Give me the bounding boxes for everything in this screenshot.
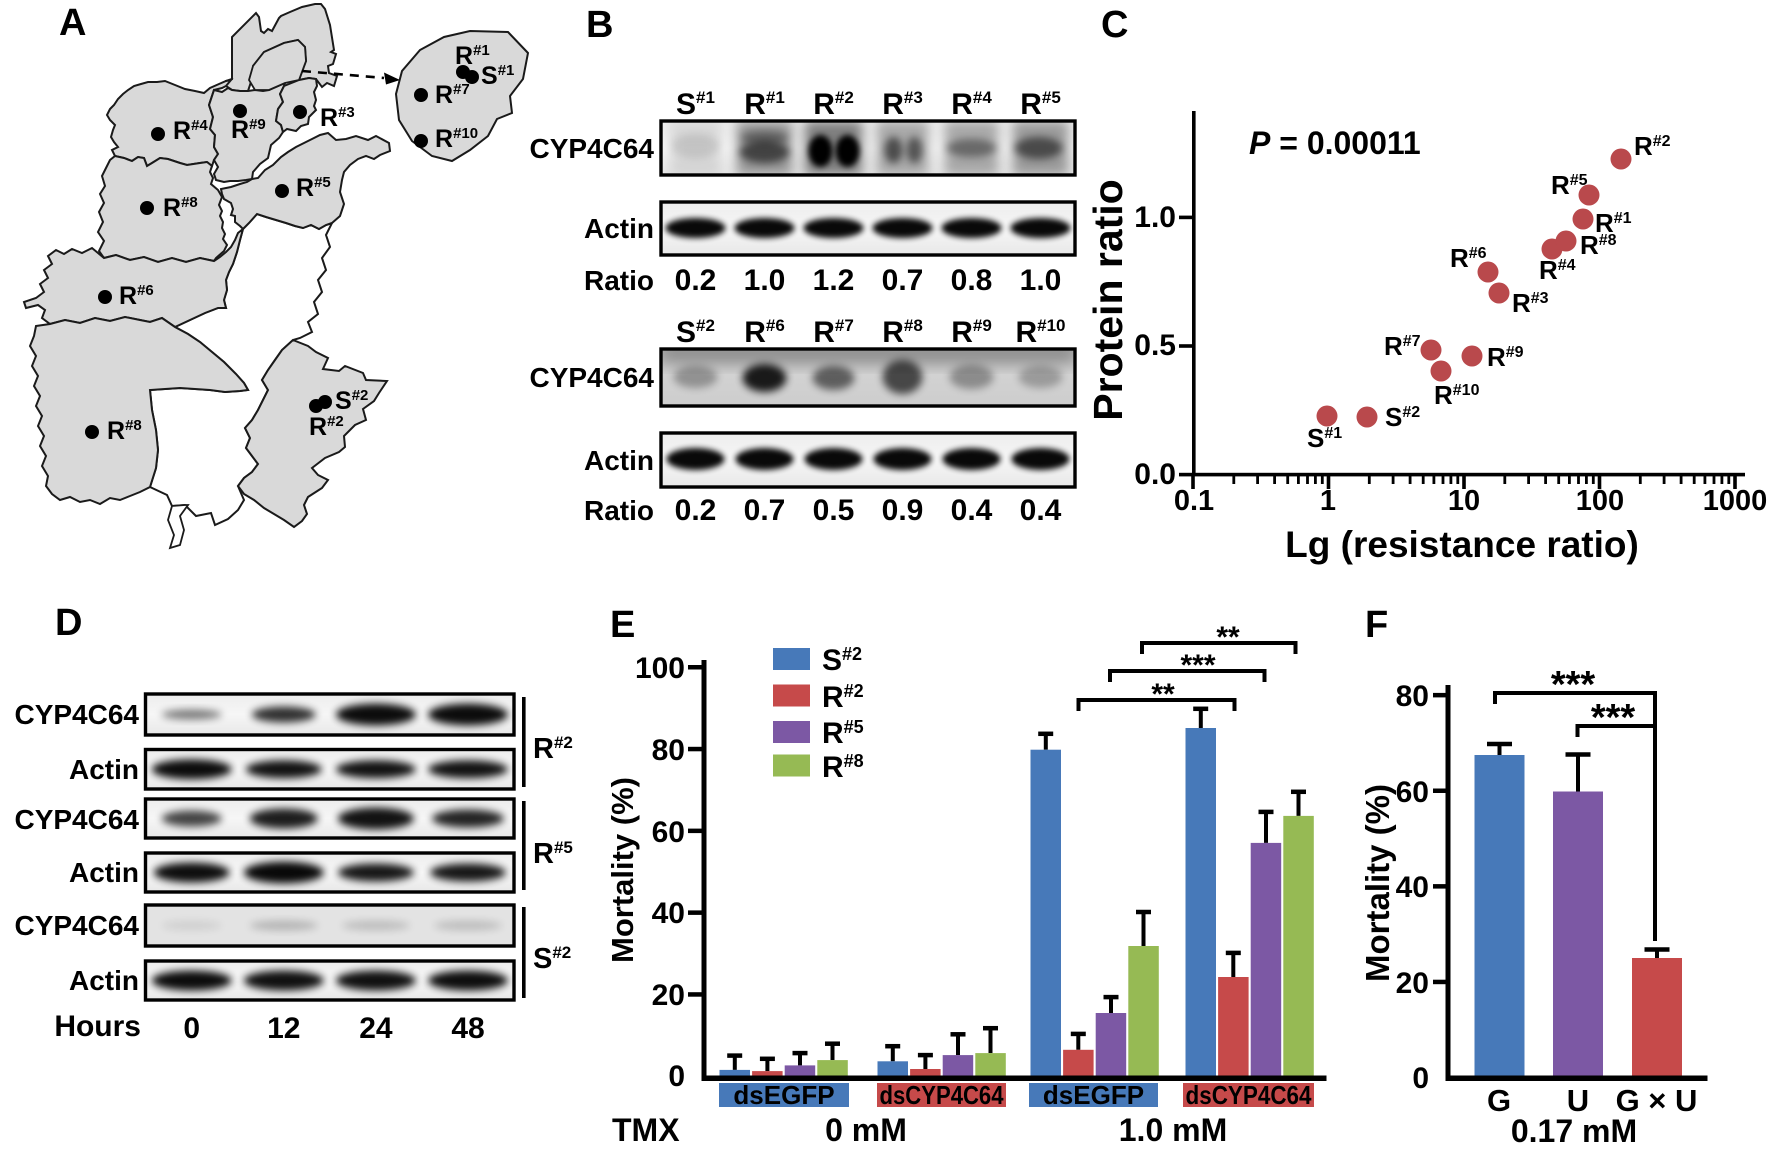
- svg-text:R#6: R#6: [119, 282, 154, 310]
- svg-text:0.2: 0.2: [675, 494, 717, 527]
- svg-text:0.4: 0.4: [1020, 494, 1062, 527]
- svg-text:1: 1: [1320, 485, 1336, 517]
- svg-text:dsEGFP: dsEGFP: [1043, 1080, 1144, 1110]
- svg-text:Actin: Actin: [584, 445, 654, 476]
- svg-text:Actin: Actin: [69, 754, 139, 785]
- svg-text:Protein ratio: Protein ratio: [1085, 179, 1131, 420]
- svg-text:Ratio: Ratio: [584, 495, 654, 526]
- svg-text:100: 100: [635, 652, 685, 685]
- svg-text:D: D: [55, 602, 82, 644]
- svg-text:TMX: TMX: [612, 1112, 680, 1148]
- svg-text:0.2: 0.2: [675, 264, 717, 297]
- svg-text:Actin: Actin: [69, 857, 139, 888]
- svg-text:48: 48: [451, 1012, 484, 1045]
- svg-text:B: B: [586, 4, 613, 46]
- svg-text:80: 80: [652, 734, 685, 767]
- svg-text:**: **: [1216, 621, 1240, 654]
- svg-text:40: 40: [652, 897, 685, 930]
- svg-text:0 mM: 0 mM: [825, 1112, 907, 1148]
- svg-text:G: G: [1487, 1083, 1511, 1118]
- svg-text:Ratio: Ratio: [584, 265, 654, 296]
- svg-text:1.0: 1.0: [1020, 264, 1062, 297]
- svg-text:CYP4C64: CYP4C64: [14, 804, 139, 835]
- svg-text:dsCYP4C64: dsCYP4C64: [880, 1080, 1004, 1110]
- svg-text:U: U: [1567, 1083, 1589, 1118]
- svg-text:S#2: S#2: [533, 943, 571, 975]
- svg-text:0.17 mM: 0.17 mM: [1511, 1113, 1637, 1149]
- svg-text:0.9: 0.9: [882, 494, 924, 527]
- svg-text:***: ***: [1551, 664, 1596, 706]
- svg-text:20: 20: [652, 979, 685, 1012]
- svg-text:R#2: R#2: [309, 413, 344, 441]
- svg-text:Actin: Actin: [584, 213, 654, 244]
- svg-text:1000: 1000: [1703, 485, 1768, 517]
- svg-text:**: **: [1151, 678, 1175, 711]
- svg-text:60: 60: [652, 816, 685, 849]
- svg-text:80: 80: [1396, 680, 1429, 713]
- svg-text:0.5: 0.5: [1134, 329, 1176, 362]
- svg-text:***: ***: [1591, 697, 1636, 739]
- svg-text:CYP4C64: CYP4C64: [529, 133, 654, 164]
- svg-text:E: E: [610, 604, 635, 646]
- svg-text:24: 24: [359, 1012, 393, 1045]
- svg-text:0.7: 0.7: [882, 264, 924, 297]
- svg-text:C: C: [1101, 4, 1128, 46]
- svg-text:Mortality (%): Mortality (%): [1359, 784, 1396, 982]
- svg-text:R#5: R#5: [822, 717, 864, 750]
- svg-text:0: 0: [1412, 1062, 1429, 1095]
- svg-text:A: A: [59, 2, 86, 44]
- svg-text:0.1: 0.1: [1174, 485, 1214, 517]
- svg-text:Actin: Actin: [69, 965, 139, 996]
- svg-text:20: 20: [1396, 967, 1429, 1000]
- svg-text:1.0 mM: 1.0 mM: [1119, 1112, 1227, 1148]
- svg-text:***: ***: [1180, 649, 1215, 682]
- svg-text:40: 40: [1396, 871, 1429, 904]
- svg-text:R#3: R#3: [320, 104, 355, 132]
- svg-text:S#1: S#1: [676, 88, 715, 121]
- svg-text:0: 0: [668, 1060, 685, 1093]
- svg-text:R#4: R#4: [1539, 255, 1576, 285]
- svg-text:Mortality (%): Mortality (%): [605, 777, 640, 963]
- svg-text:dsEGFP: dsEGFP: [733, 1080, 834, 1110]
- svg-text:1.0: 1.0: [744, 264, 786, 297]
- svg-text:0.4: 0.4: [951, 494, 993, 527]
- svg-text:10: 10: [1448, 485, 1480, 517]
- svg-text:100: 100: [1576, 485, 1624, 517]
- svg-text:Hours: Hours: [54, 1010, 141, 1043]
- svg-text:G × U: G × U: [1616, 1083, 1698, 1118]
- svg-text:P = 0.00011: P = 0.00011: [1249, 125, 1421, 161]
- svg-text:0: 0: [183, 1012, 200, 1045]
- svg-text:12: 12: [267, 1012, 300, 1045]
- svg-text:F: F: [1365, 604, 1388, 646]
- svg-text:0.7: 0.7: [744, 494, 786, 527]
- svg-text:1.2: 1.2: [813, 264, 855, 297]
- svg-text:0.8: 0.8: [951, 264, 993, 297]
- svg-text:Lg (resistance ratio): Lg (resistance ratio): [1285, 524, 1639, 565]
- svg-text:CYP4C64: CYP4C64: [14, 699, 139, 730]
- svg-text:0.5: 0.5: [813, 494, 855, 527]
- svg-text:CYP4C64: CYP4C64: [14, 910, 139, 941]
- svg-text:CYP4C64: CYP4C64: [529, 362, 654, 393]
- svg-text:R#3: R#3: [1512, 288, 1549, 318]
- svg-text:0.0: 0.0: [1134, 458, 1176, 491]
- svg-text:R#5: R#5: [533, 838, 573, 870]
- svg-text:R#5: R#5: [1020, 88, 1061, 121]
- svg-text:1.0: 1.0: [1134, 201, 1176, 234]
- svg-text:dsCYP4C64: dsCYP4C64: [1186, 1080, 1312, 1110]
- svg-text:60: 60: [1396, 776, 1429, 809]
